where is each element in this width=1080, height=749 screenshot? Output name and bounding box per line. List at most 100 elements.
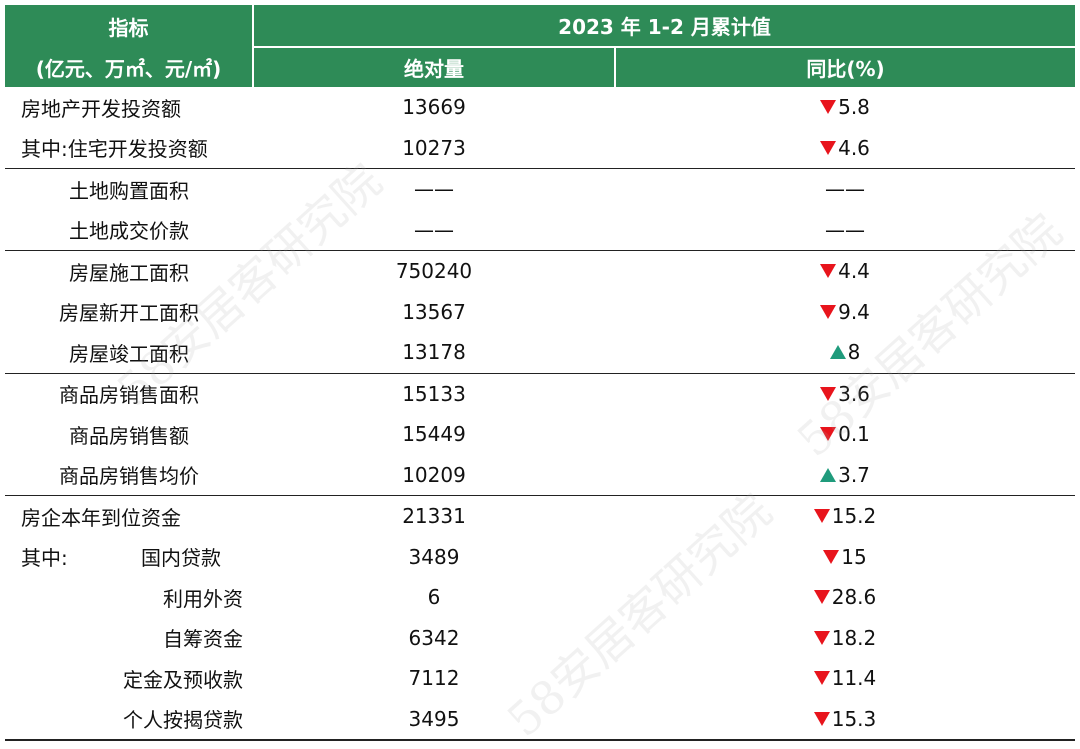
down-triangle-icon: [813, 630, 830, 645]
table-row: 其中:住宅开发投资额 10273 4.6: [5, 128, 1075, 169]
down-triangle-icon: [820, 304, 837, 319]
row-yoy: 0.1: [615, 414, 1075, 455]
table-row: 房企本年到位资金 21331 15.2: [5, 495, 1075, 537]
row-label: 房屋施工面积: [5, 250, 253, 292]
row-label: 其中:住宅开发投资额: [21, 137, 208, 162]
row-yoy: 3.7: [615, 455, 1075, 496]
table-row: 商品房销售均价 10209 3.7: [5, 455, 1075, 496]
down-triangle-icon: [813, 590, 830, 605]
row-yoy: 9.4: [615, 292, 1075, 333]
yoy-value: 0.1: [838, 422, 870, 447]
row-label: 房地产开发投资额: [21, 96, 181, 121]
row-label: 自筹资金: [163, 627, 243, 652]
down-triangle-icon: [813, 671, 830, 686]
yoy-value: 3.6: [838, 381, 870, 406]
row-value: 6: [427, 585, 441, 610]
table-row: 利用外资 6 28.6: [5, 577, 1075, 618]
down-triangle-icon: [820, 140, 837, 155]
row-value: 13178: [402, 340, 466, 365]
row-value: 10209: [402, 462, 466, 487]
row-value: 13567: [402, 299, 466, 324]
row-label: 房屋新开工面积: [59, 301, 199, 326]
row-value: 13669: [402, 95, 466, 120]
yoy-value: 18.2: [831, 625, 877, 650]
yoy-value: 11.4: [831, 666, 877, 691]
row-label: 个人按揭贷款: [5, 698, 253, 741]
down-triangle-icon: [823, 549, 840, 564]
table-header: 指标 2023 年 1-2 月累计值 (亿元、万㎡、元/㎡) 绝对量 同比(%): [5, 5, 1075, 87]
yoy-value: 28.6: [831, 585, 877, 610]
table-row: 房屋施工面积 750240 4.4: [5, 250, 1075, 292]
row-label: 房企本年到位资金: [5, 495, 253, 537]
row-label: 商品房销售额: [69, 423, 189, 448]
yoy-value: 9.4: [838, 299, 870, 324]
table-row: 房屋竣工面积 13178 8: [5, 332, 1075, 373]
row-label: 土地成交价款: [69, 219, 189, 244]
row-yoy: 15.2: [615, 495, 1075, 537]
row-value: 3495: [253, 698, 615, 741]
row-yoy: 18.2: [615, 618, 1075, 659]
row-yoy: 28.6: [615, 577, 1075, 618]
row-label: 房屋竣工面积: [69, 341, 189, 366]
row-label: 定金及预收款: [123, 667, 243, 692]
row-value: 6342: [408, 625, 460, 650]
row-value: 10273: [402, 135, 466, 160]
row-yoy: 4.4: [615, 250, 1075, 292]
row-label: 利用外资: [163, 586, 243, 611]
yoy-value: 15.3: [831, 706, 877, 731]
up-triangle-icon: [829, 345, 846, 360]
yoy-value: 4.6: [838, 135, 870, 160]
row-label: 土地购置面积: [5, 168, 253, 210]
row-value: ——: [253, 168, 615, 210]
row-label: 商品房销售均价: [59, 464, 199, 489]
down-triangle-icon: [813, 509, 830, 524]
row-yoy: ——: [615, 168, 1075, 210]
yoy-value: 5.8: [838, 95, 870, 120]
table-body: 房地产开发投资额 13669 5.8 其中:住宅开发投资额 10273 4.6 …: [5, 87, 1075, 741]
row-yoy: 4.6: [615, 128, 1075, 169]
row-yoy: 15: [615, 537, 1075, 578]
row-yoy: ——: [825, 217, 865, 242]
table-row: 自筹资金 6342 18.2: [5, 618, 1075, 659]
table-row: 土地购置面积 —— ——: [5, 168, 1075, 210]
unit-header: (亿元、万㎡、元/㎡): [5, 47, 254, 87]
row-value: 750240: [253, 250, 615, 292]
down-triangle-icon: [820, 100, 837, 115]
up-triangle-icon: [820, 467, 837, 482]
period-header: 2023 年 1-2 月累计值: [253, 5, 1075, 48]
yoy-column-header: 同比(%): [615, 47, 1075, 87]
down-triangle-icon: [820, 386, 837, 401]
table-row: 其中: 国内贷款 3489 15: [5, 537, 1075, 578]
table-row: 土地成交价款 —— ——: [5, 210, 1075, 251]
table-row: 商品房销售面积 15133 3.6: [5, 372, 1075, 414]
row-value: 21331: [253, 495, 615, 537]
row-yoy: 11.4: [615, 658, 1075, 699]
value-column-header: 绝对量: [253, 47, 616, 87]
down-triangle-icon: [820, 427, 837, 442]
table-row: 房屋新开工面积 13567 9.4: [5, 292, 1075, 333]
row-value: 3489: [408, 544, 460, 569]
down-triangle-icon: [820, 264, 837, 279]
yoy-value: 3.7: [838, 462, 870, 487]
row-yoy: 15.3: [615, 698, 1075, 741]
table-row: 商品房销售额 15449 0.1: [5, 414, 1075, 455]
row-yoy: 5.8: [615, 87, 1075, 128]
yoy-value: 15.2: [831, 504, 877, 529]
row-label-prefix: 其中:: [21, 546, 68, 571]
table-row: 定金及预收款 7112 11.4: [5, 658, 1075, 699]
real-estate-stats-table: 指标 2023 年 1-2 月累计值 (亿元、万㎡、元/㎡) 绝对量 同比(%)…: [5, 5, 1075, 741]
yoy-value: 15: [841, 544, 867, 569]
yoy-value: 8: [847, 340, 861, 365]
row-value: 15133: [253, 372, 615, 414]
table-row: 个人按揭贷款 3495 15.3: [5, 698, 1075, 741]
row-label: 商品房销售面积: [5, 372, 253, 414]
row-label: 其中: 国内贷款: [5, 537, 253, 578]
row-value: 7112: [408, 666, 460, 691]
row-value: 15449: [402, 422, 466, 447]
table-row: 房地产开发投资额 13669 5.8: [5, 87, 1075, 128]
indicator-header: 指标: [5, 5, 254, 47]
yoy-value: 4.4: [838, 259, 870, 284]
row-yoy: 3.6: [615, 372, 1075, 414]
row-yoy: 8: [615, 332, 1075, 373]
